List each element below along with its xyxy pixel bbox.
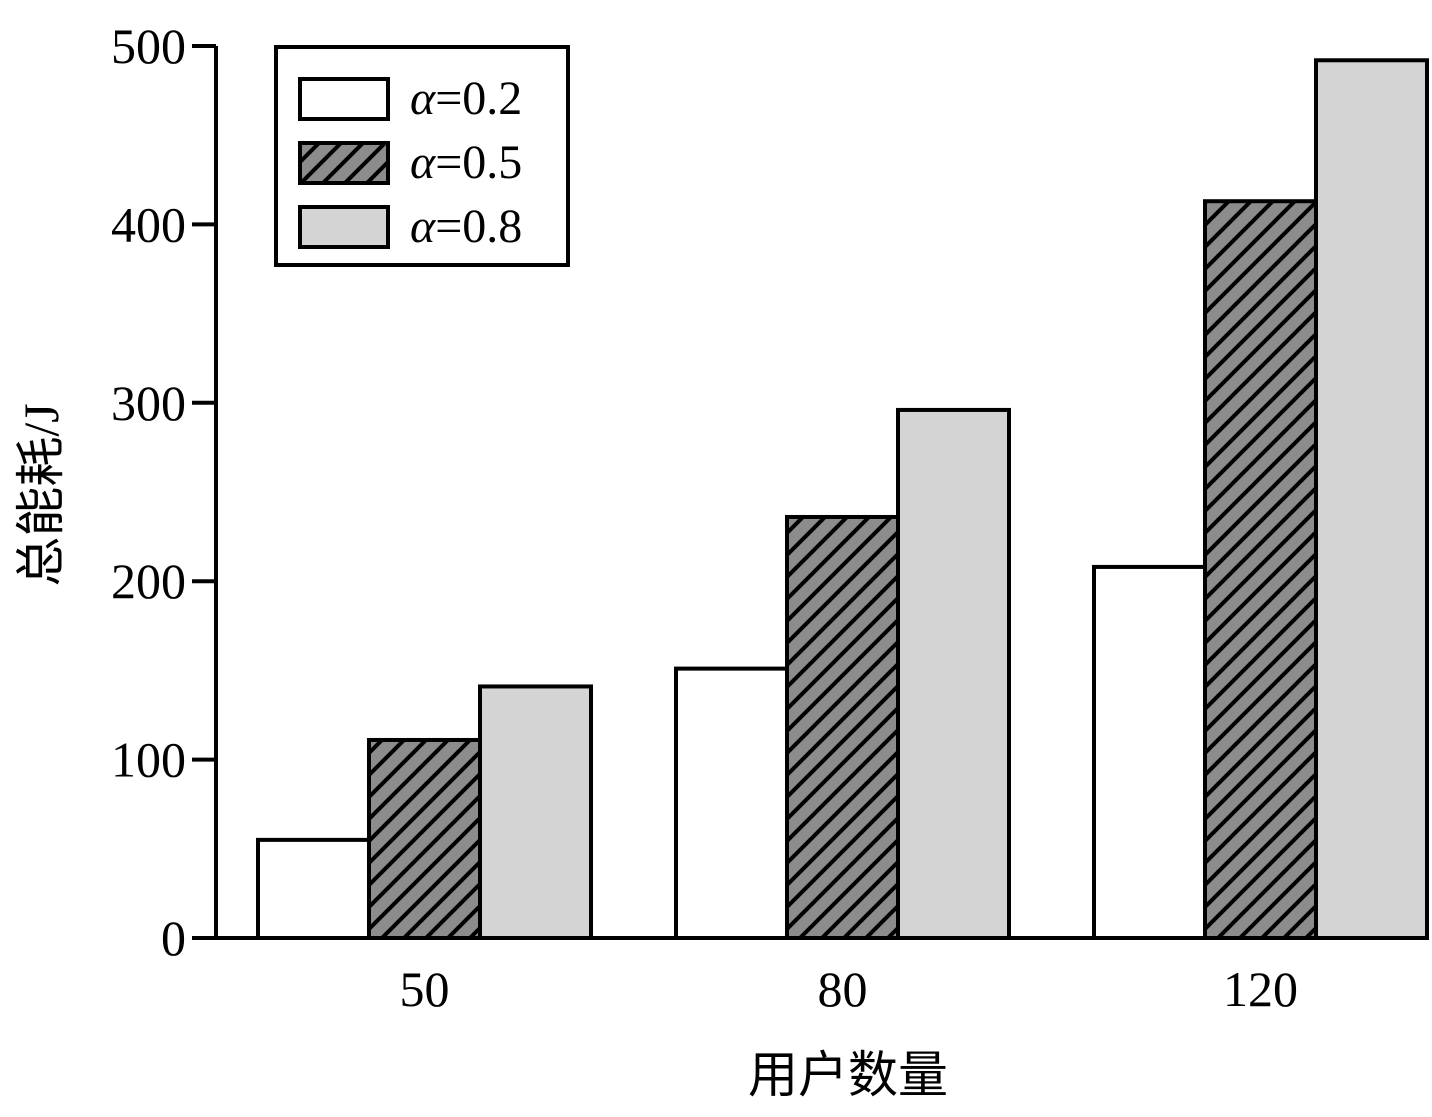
legend-swatch-1 [298, 77, 390, 121]
bars-layer [256, 58, 1429, 941]
bar-50-series-3 [478, 684, 593, 940]
legend-swatch-3 [298, 205, 390, 249]
bar-120-series-1 [1092, 564, 1207, 940]
bar-80-series-1 [674, 666, 789, 941]
legend: α=0.2 α=0.5 α=0.8 [274, 45, 570, 267]
y-tick-label-300: 300 [111, 375, 186, 431]
legend-label-3: α=0.8 [410, 200, 522, 253]
y-tick-label-0: 0 [161, 910, 186, 966]
x-tick-label-80: 80 [818, 961, 868, 1017]
y-tick-label-500: 500 [111, 18, 186, 74]
bar-120-series-3 [1314, 58, 1429, 941]
bar-120-series-2 [1203, 199, 1318, 940]
legend-label-2: α=0.5 [410, 136, 522, 189]
x-tick-labels-layer: 50 80 120 [400, 961, 1299, 1017]
x-axis-title: 用户数量 [748, 1047, 948, 1103]
axes-layer [214, 46, 1428, 940]
bar-50-series-2 [367, 737, 482, 941]
x-tick-label-50: 50 [400, 961, 450, 1017]
bar-80-series-3 [896, 407, 1011, 941]
bar-80-series-2 [785, 514, 900, 940]
y-tick-label-400: 400 [111, 196, 186, 252]
y-axis-title: 总能耗/J [13, 403, 69, 586]
x-tick-label-120: 120 [1223, 961, 1298, 1017]
y-tick-label-200: 200 [111, 553, 186, 609]
bar-50-series-1 [256, 837, 371, 941]
legend-swatch-2 [298, 141, 390, 185]
y-ticks-layer: 0 100 200 300 400 500 [111, 18, 216, 966]
legend-label-1: α=0.2 [410, 72, 522, 125]
legend-entries: α=0.2 α=0.5 α=0.8 [298, 72, 522, 253]
y-tick-label-100: 100 [111, 732, 186, 788]
